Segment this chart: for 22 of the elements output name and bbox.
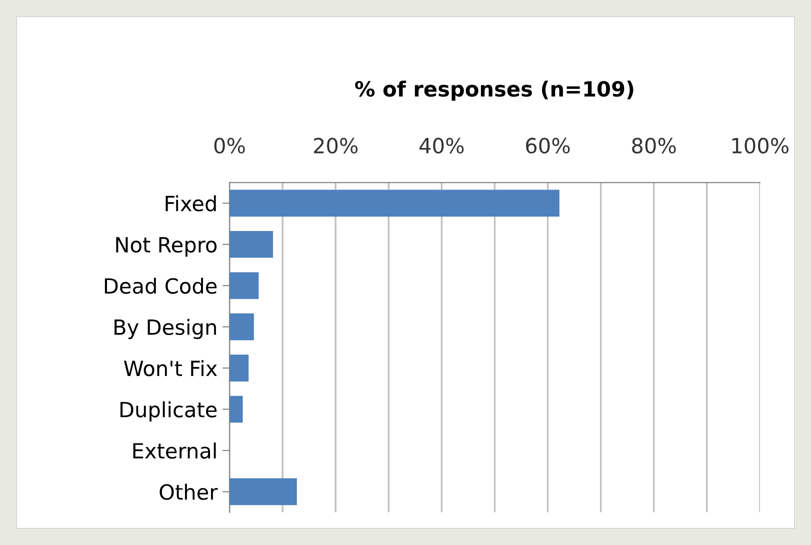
x-tick-label: 20% — [314, 138, 358, 154]
y-tick-label: Other — [160, 484, 218, 500]
y-tick-label: Fixed — [166, 195, 216, 212]
bar — [230, 272, 259, 300]
bar — [230, 313, 254, 340]
y-tick-label: Not Repro — [116, 237, 217, 257]
y-tick-label: Won't Fix — [124, 360, 218, 376]
bar — [230, 231, 274, 258]
y-tick-label: External — [133, 442, 216, 459]
y-tick-label: By Design — [114, 318, 216, 340]
bar — [230, 354, 249, 382]
y-tick-label: Dead Code — [104, 278, 217, 294]
bar — [230, 478, 297, 506]
y-tick-label: Duplicate — [120, 401, 217, 422]
x-tick-label: 40% — [420, 138, 464, 154]
bar — [230, 190, 560, 217]
chart-title: % of responses (n=109) — [355, 80, 634, 101]
bar — [230, 396, 243, 423]
x-tick-label: 100% — [732, 138, 789, 154]
x-tick-label: 0% — [214, 138, 245, 154]
x-tick-label: 80% — [632, 138, 676, 154]
x-tick-label: 60% — [526, 138, 570, 154]
